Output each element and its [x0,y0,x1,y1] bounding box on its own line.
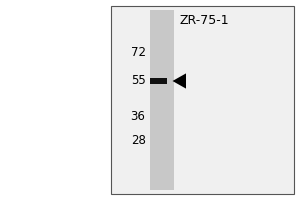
FancyBboxPatch shape [111,6,294,194]
Polygon shape [172,73,186,89]
Text: 28: 28 [130,134,146,148]
Text: 72: 72 [130,46,146,60]
Text: ZR-75-1: ZR-75-1 [179,14,229,27]
FancyBboxPatch shape [150,10,174,190]
FancyBboxPatch shape [150,78,166,84]
Text: 55: 55 [131,74,146,88]
Text: 36: 36 [130,110,146,123]
